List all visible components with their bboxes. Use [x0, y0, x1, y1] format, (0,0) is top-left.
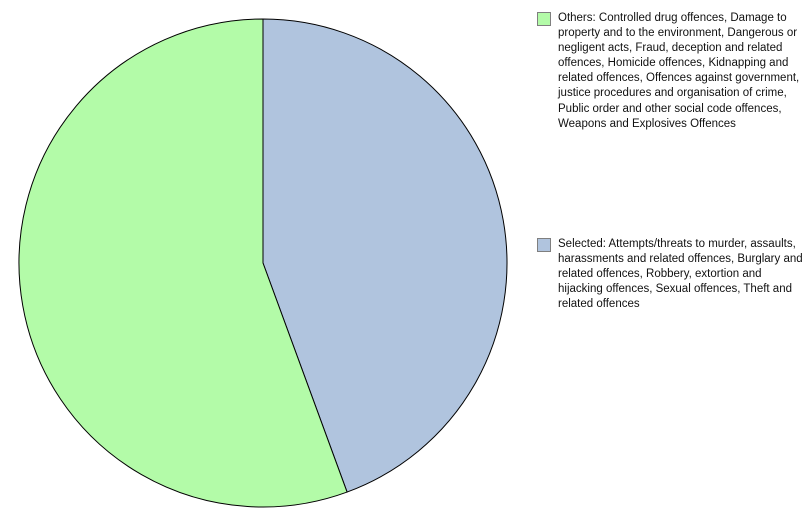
pie-slice-others: [18, 18, 348, 508]
legend-swatch-others: [537, 12, 551, 26]
legend-label-others: Others: Controlled drug offences, Damage…: [558, 12, 800, 130]
legend-swatch-selected: [537, 238, 551, 252]
pie-slice-selected: [262, 18, 508, 493]
legend-label-selected: Selected: Attempts/threats to murder, as…: [558, 238, 803, 311]
